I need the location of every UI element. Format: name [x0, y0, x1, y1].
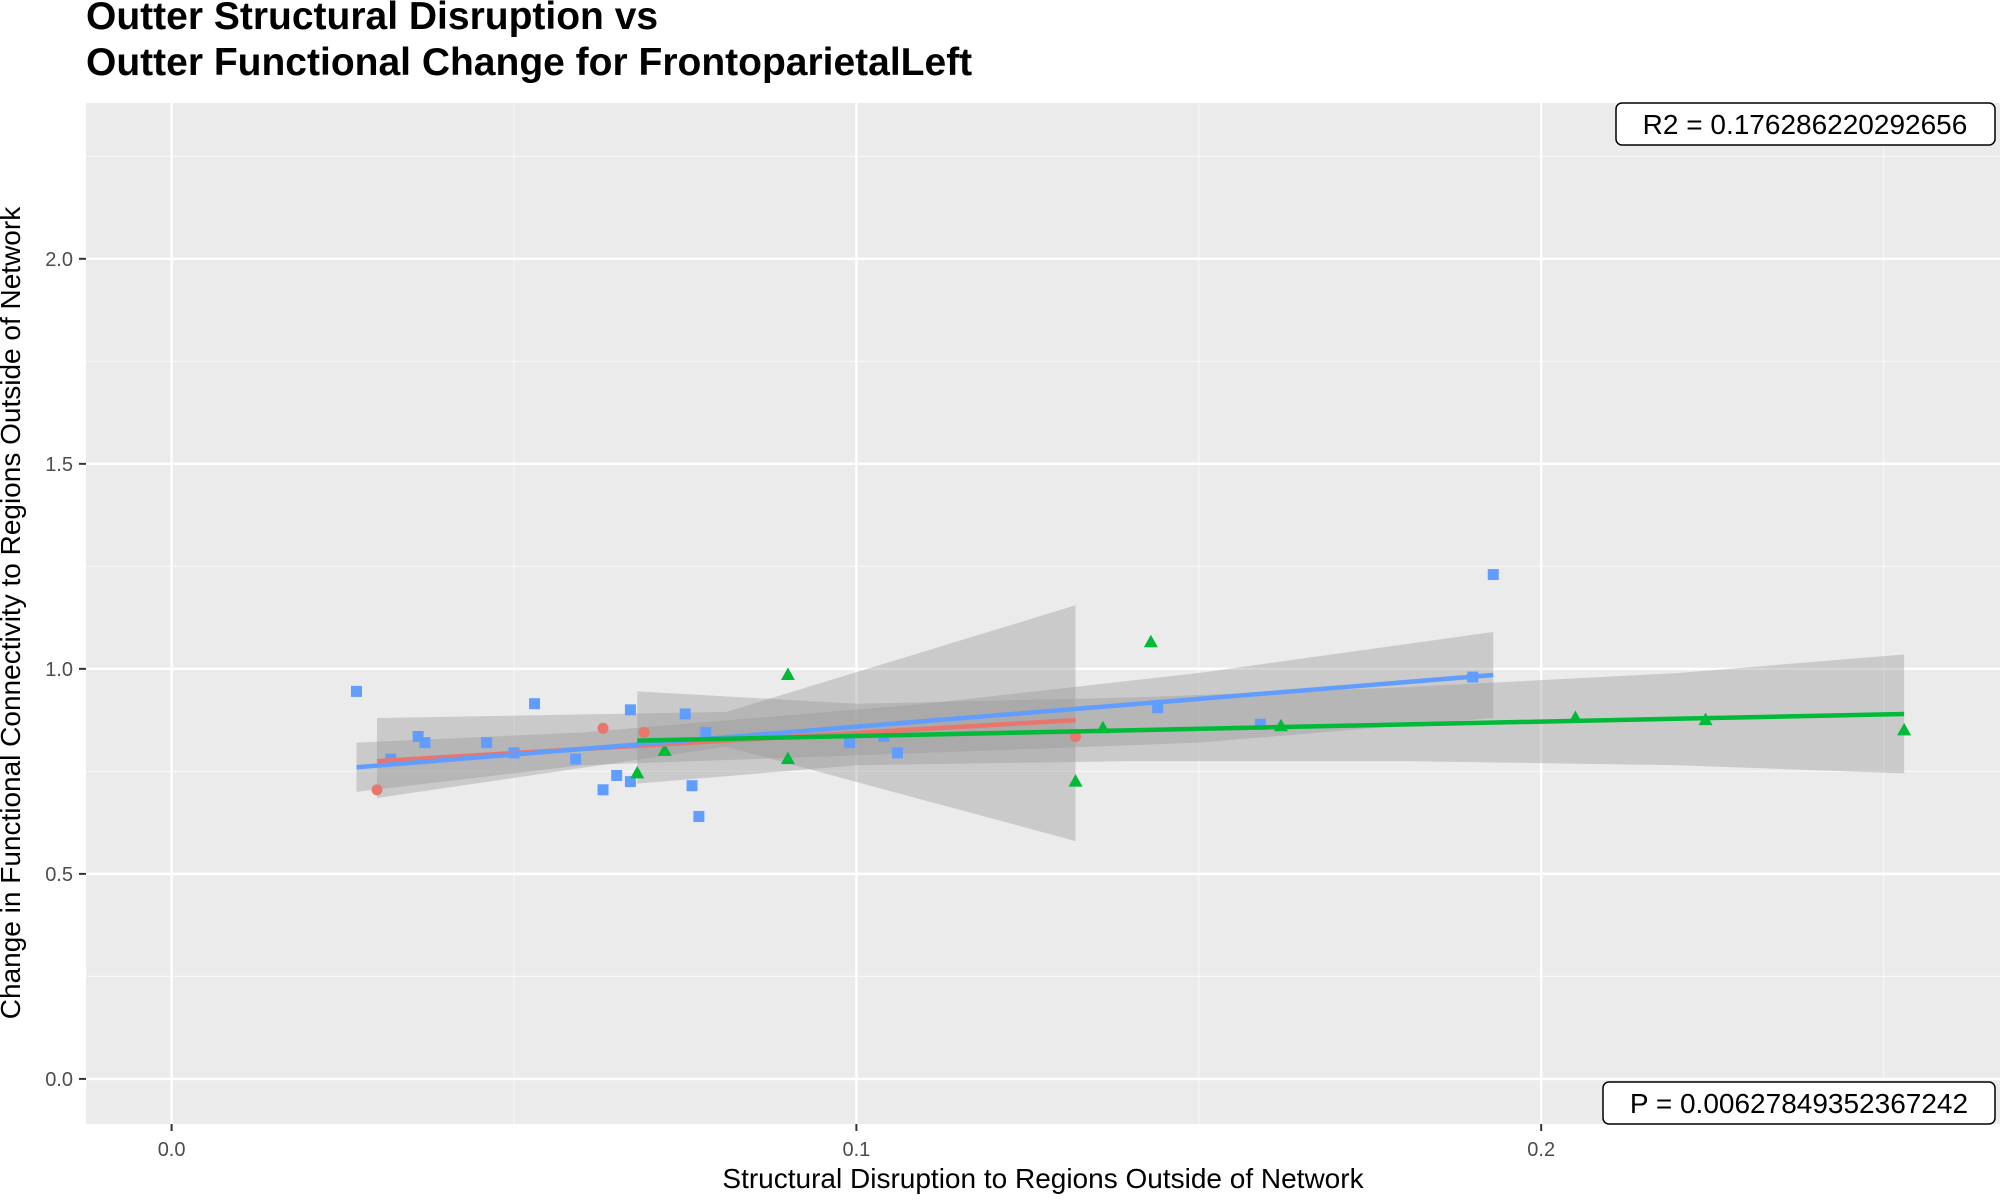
- data-point-square: [597, 784, 609, 796]
- confidence-bands: [356, 605, 1905, 842]
- confidence-band: [637, 654, 1905, 784]
- data-point-square: [412, 731, 424, 743]
- chart-title-line-1: Outter Structural Disruption vs: [86, 0, 659, 38]
- r2-label: R2 = 0.176286220292656: [1643, 109, 1968, 140]
- regression-lines: [356, 672, 1905, 770]
- data-point-circle: [597, 722, 609, 734]
- data-point-square: [624, 776, 636, 788]
- data-point-circle: [1070, 731, 1082, 743]
- plot-panel: [86, 103, 2000, 1124]
- data-point-triangle: [630, 765, 645, 779]
- major-gridlines: [86, 103, 2000, 1124]
- x-tick-label: 0.0: [158, 1139, 186, 1161]
- data-point-square: [1487, 569, 1499, 581]
- r2-label-box: [1615, 102, 1996, 146]
- data-point-square: [700, 726, 712, 738]
- data-point-square: [529, 698, 541, 710]
- y-tick-label: 1.5: [45, 454, 73, 476]
- y-axis-label: Change in Functional Connectivity to Reg…: [0, 206, 26, 1019]
- x-axis-label: Structural Disruption to Regions Outside…: [722, 1163, 1364, 1194]
- chart-title: Outter Structural Disruption vs Outter F…: [86, 0, 972, 86]
- y-tick-label: 0.0: [45, 1069, 73, 1091]
- r2-annotation: R2 = 0.176286220292656: [1615, 102, 1996, 146]
- data-point-triangle: [657, 743, 672, 756]
- data-point-square: [350, 685, 362, 697]
- data-point-triangle: [780, 667, 795, 681]
- y-axis: 0.0 0.5 1.0 1.5 2.0: [45, 249, 86, 1091]
- data-point-square: [891, 747, 903, 759]
- regression-line: [637, 711, 1905, 743]
- x-tick-label: 0.1: [842, 1139, 870, 1161]
- p-label-box: [1602, 1081, 1996, 1125]
- data-point-square: [693, 810, 705, 822]
- data-point-triangle: [1897, 722, 1912, 736]
- x-tick-label: 0.2: [1527, 1139, 1555, 1161]
- data-point-square: [570, 753, 582, 765]
- chart-title-line-2: Outter Functional Change for Frontoparie…: [86, 41, 973, 84]
- x-axis: 0.0 0.1 0.2: [158, 1124, 1555, 1161]
- data-point-square: [686, 780, 698, 792]
- minor-gridlines: [86, 103, 2000, 1124]
- data-point-square: [1254, 718, 1266, 730]
- y-tick-label: 2.0: [45, 249, 73, 271]
- confidence-band: [377, 605, 1076, 842]
- data-point-square: [624, 704, 636, 716]
- data-point-triangle: [780, 751, 795, 765]
- data-point-square: [1152, 702, 1164, 714]
- data-point-square: [481, 737, 493, 749]
- y-tick-label: 1.0: [45, 659, 73, 681]
- regression-line: [356, 672, 1494, 770]
- data-point-circle: [371, 784, 383, 796]
- p-annotation: P = 0.00627849352367242: [1602, 1081, 1996, 1125]
- data-point-square: [844, 737, 856, 749]
- confidence-band: [356, 631, 1494, 792]
- data-point-circle: [638, 726, 650, 738]
- data-point-square: [611, 769, 623, 781]
- data-point-triangle: [1068, 774, 1083, 787]
- data-point-triangle: [1143, 634, 1158, 648]
- p-label: P = 0.00627849352367242: [1630, 1088, 1968, 1119]
- data-point-square: [679, 708, 691, 720]
- data-point-square: [419, 737, 431, 749]
- y-tick-label: 0.5: [45, 864, 73, 886]
